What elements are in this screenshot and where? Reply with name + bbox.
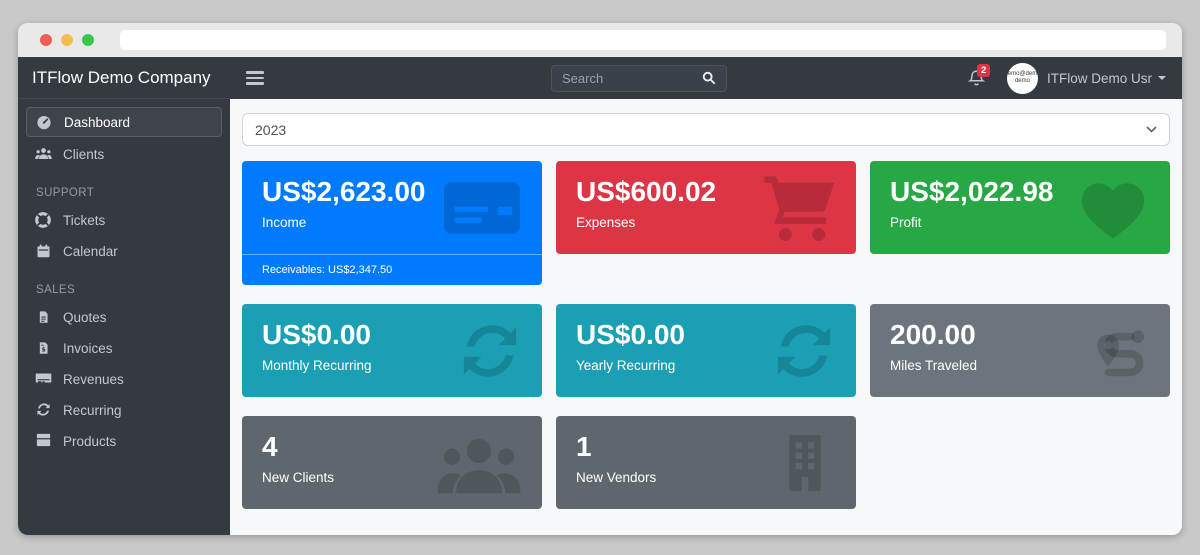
close-window-button[interactable]: [40, 34, 52, 46]
sidebar-item-quotes[interactable]: Quotes: [26, 303, 222, 331]
building-icon: [774, 430, 836, 496]
user-menu[interactable]: ITFlow Demo Usr: [1047, 71, 1166, 86]
avatar-text: demo: [1014, 78, 1030, 84]
minimize-window-button[interactable]: [61, 34, 73, 46]
heart-icon: [1076, 175, 1150, 241]
dashboard-icon: [35, 114, 53, 130]
browser-window: ITFlow Demo Company Dashboard: [18, 23, 1182, 535]
invoice-dollar-icon: $: [34, 340, 52, 356]
sidebar-item-tickets[interactable]: Tickets: [26, 206, 222, 234]
sidebar-item-label: Tickets: [63, 212, 106, 228]
sidebar-item-label: Calendar: [63, 243, 118, 259]
chevron-down-icon: [1158, 76, 1166, 80]
search-icon: [702, 71, 716, 85]
income-label: Income: [262, 215, 307, 231]
search-input[interactable]: [552, 65, 692, 91]
notifications-button[interactable]: 2: [967, 64, 991, 87]
year-selected-value: 2023: [255, 121, 287, 138]
sync-icon: [34, 402, 52, 418]
sidebar-item-recurring[interactable]: Recurring: [26, 396, 222, 424]
search-button[interactable]: [692, 65, 726, 91]
traffic-lights: [40, 34, 94, 46]
yearly-recurring-card: US$0.00 Yearly Recurring: [556, 304, 856, 397]
sync-icon: [458, 319, 522, 383]
miles-traveled-value: 200.00: [890, 319, 976, 350]
sidebar-item-label: Quotes: [63, 309, 107, 325]
users-icon: [34, 146, 52, 162]
miles-traveled-label: Miles Traveled: [890, 358, 978, 374]
sidebar-item-calendar[interactable]: Calendar: [26, 237, 222, 265]
expenses-value: US$600.02: [576, 176, 717, 207]
sidebar-item-label: Recurring: [63, 402, 122, 418]
user-avatar[interactable]: demo@demo demo: [1006, 62, 1038, 94]
expenses-label: Expenses: [576, 215, 636, 231]
calendar-icon: [34, 243, 52, 259]
sidebar-item-products[interactable]: Products: [26, 427, 222, 455]
dashboard-content: 2023 US$2,623.00 Income: [230, 99, 1182, 535]
maximize-window-button[interactable]: [82, 34, 94, 46]
sidebar-section-sales: SALES: [36, 284, 76, 296]
income-value: US$2,623.00: [262, 176, 426, 207]
top-navbar: 2 demo@demo demo ITFlow Demo Usr: [230, 57, 1182, 99]
route-icon: [1084, 318, 1150, 384]
brand-title[interactable]: ITFlow Demo Company: [18, 57, 230, 99]
new-vendors-label: New Vendors: [576, 470, 657, 486]
expenses-card: US$600.02 Expenses: [556, 161, 856, 254]
sidebar-section-support: SUPPORT: [36, 187, 95, 199]
sync-icon: [772, 319, 836, 383]
file-icon: [34, 309, 52, 325]
profit-card: US$2,022.98 Profit: [870, 161, 1170, 254]
new-vendors-value: 1: [576, 431, 592, 462]
profit-value: US$2,022.98: [890, 176, 1054, 207]
chevron-down-icon: [1146, 126, 1157, 133]
browser-chrome: [18, 23, 1182, 57]
yearly-recurring-value: US$0.00: [576, 319, 685, 350]
sidebar-item-invoices[interactable]: $ Invoices: [26, 334, 222, 362]
monthly-recurring-card: US$0.00 Monthly Recurring: [242, 304, 542, 397]
sidebar-item-label: Revenues: [63, 371, 124, 387]
money-check-icon: [34, 371, 52, 387]
life-ring-icon: [34, 212, 52, 228]
money-check-icon: [442, 179, 522, 237]
yearly-recurring-label: Yearly Recurring: [576, 358, 676, 374]
miles-traveled-card: 200.00 Miles Traveled: [870, 304, 1170, 397]
sidebar-item-revenues[interactable]: Revenues: [26, 365, 222, 393]
avatar-text: demo@demo: [1007, 70, 1038, 77]
sidebar-item-dashboard[interactable]: Dashboard: [26, 107, 222, 137]
box-icon: [34, 433, 52, 449]
monthly-recurring-label: Monthly Recurring: [262, 358, 372, 374]
sidebar-item-clients[interactable]: Clients: [26, 140, 222, 168]
profit-label: Profit: [890, 215, 922, 231]
sidebar-item-label: Clients: [63, 146, 105, 162]
new-clients-card: 4 New Clients: [242, 416, 542, 509]
users-icon: [436, 431, 522, 495]
shopping-cart-icon: [762, 174, 836, 242]
svg-text:$: $: [41, 347, 45, 354]
monthly-recurring-value: US$0.00: [262, 319, 371, 350]
sidebar-item-label: Invoices: [63, 340, 113, 356]
new-clients-label: New Clients: [262, 470, 335, 486]
sidebar-item-label: Dashboard: [64, 114, 131, 130]
username-label: ITFlow Demo Usr: [1046, 70, 1152, 86]
new-vendors-card: 1 New Vendors: [556, 416, 856, 509]
income-receivables: Receivables: US$2,347.50: [242, 254, 542, 285]
income-card: US$2,623.00 Income Receivables: US$2,347…: [242, 161, 542, 285]
sidebar-nav: Dashboard Clients SUPPORT: [18, 99, 230, 466]
address-bar[interactable]: [120, 30, 1166, 50]
hamburger-menu-icon[interactable]: [246, 71, 264, 85]
sidebar: ITFlow Demo Company Dashboard: [18, 57, 230, 535]
sidebar-item-label: Products: [63, 433, 117, 449]
new-clients-value: 4: [262, 431, 278, 462]
notification-count-badge: 2: [976, 64, 991, 78]
search-box: [551, 64, 727, 92]
year-select[interactable]: 2023: [242, 113, 1170, 146]
